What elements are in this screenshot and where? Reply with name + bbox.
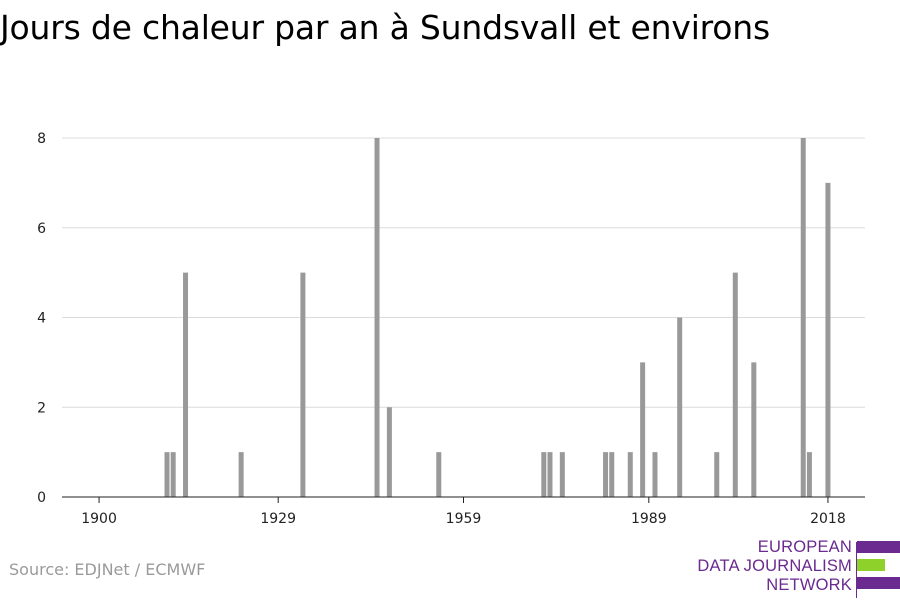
y-tick-label: 4: [37, 311, 46, 327]
bar-1912: [170, 452, 176, 497]
bar-2003: [732, 272, 738, 497]
bar-2014: [800, 138, 806, 497]
gridlines: [62, 137, 865, 408]
bar-1990: [652, 452, 658, 497]
bar-1947: [386, 407, 392, 497]
bar-2015: [806, 452, 812, 497]
bar-2000: [714, 452, 720, 497]
y-tick-label: 0: [37, 490, 46, 506]
logo-text-line-3: NETWORK: [766, 576, 852, 594]
logo-text-line-2: DATA JOURNALISM: [697, 557, 852, 575]
source-note: Source: EDJNet / ECMWF: [9, 560, 206, 579]
x-axis-ticks: 1900 1929 1959 1989 2018: [81, 497, 846, 527]
logo-text-line-1: EUROPEAN: [757, 538, 852, 556]
bar-1986: [627, 452, 633, 497]
y-tick-label: 2: [37, 400, 46, 416]
bar-2018: [825, 182, 831, 497]
bars: [164, 138, 831, 497]
bar-1982: [603, 452, 609, 497]
x-tick-label: 2018: [810, 511, 846, 527]
bar-1983: [609, 452, 615, 497]
y-tick-label: 8: [37, 131, 46, 147]
bar-1933: [300, 272, 306, 497]
bar-1914: [183, 272, 189, 497]
edjnet-logo: EUROPEAN DATA JOURNALISM NETWORK: [697, 538, 900, 598]
logo-divider: [856, 542, 857, 598]
logo-bar-purple-top: [857, 541, 900, 553]
chart-title: Jours de chaleur par an à Sundsvall et e…: [0, 8, 770, 47]
bar-1945: [374, 138, 380, 497]
bar-1975: [559, 452, 565, 497]
x-tick-label: 1959: [446, 511, 482, 527]
bar-1988: [640, 362, 646, 497]
bar-1973: [547, 452, 553, 497]
x-tick-label: 1989: [631, 511, 667, 527]
bar-1923: [238, 452, 244, 497]
y-tick-label: 6: [37, 221, 46, 237]
bar-chart: 1900 1929 1959 1989 2018 0 2 4 6 8: [37, 131, 865, 527]
bar-1994: [677, 317, 683, 497]
x-tick-label: 1900: [81, 511, 117, 527]
logo-bar-green: [857, 559, 885, 571]
bar-1955: [436, 452, 442, 497]
bar-1972: [541, 452, 547, 497]
y-axis-ticks: 0 2 4 6 8: [37, 131, 46, 506]
bar-2006: [751, 362, 757, 497]
x-tick-label: 1929: [260, 511, 296, 527]
logo-bar-purple-bottom: [857, 577, 900, 589]
bar-1911: [164, 452, 170, 497]
